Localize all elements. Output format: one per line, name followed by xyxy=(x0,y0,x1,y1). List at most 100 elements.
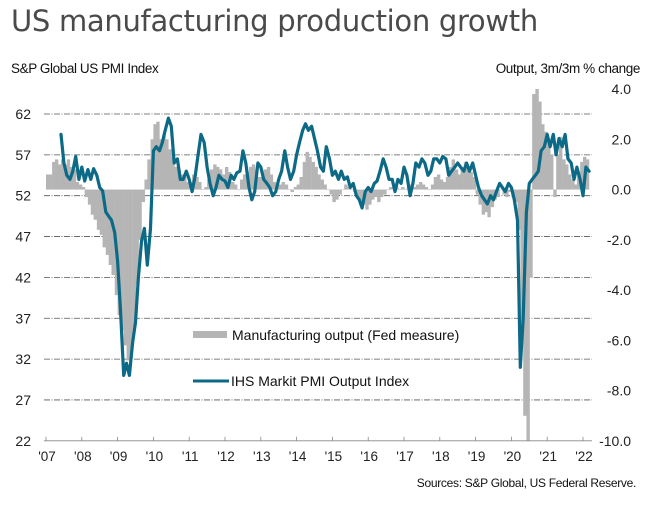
output-bar xyxy=(562,159,566,190)
output-bar xyxy=(123,189,128,346)
output-bar xyxy=(278,184,283,190)
output-bar xyxy=(430,184,435,190)
axes: 22 27 32 37 42 47 52 57 62 4.0 2.0 0.0 -2.0 -4.0 -6.0 -… xyxy=(15,81,631,464)
output-bar xyxy=(475,189,479,195)
output-bar xyxy=(84,189,89,198)
output-bar xyxy=(153,124,157,190)
output-bar xyxy=(156,121,160,190)
output-bar xyxy=(204,187,208,190)
output-bar xyxy=(165,139,169,190)
output-bar xyxy=(550,154,554,190)
right-axis-caption: Output, 3m/3m % change xyxy=(495,61,641,76)
output-bar xyxy=(529,189,533,278)
x-axis-tick-label: '07 xyxy=(38,449,56,464)
output-bar xyxy=(580,161,584,190)
output-bar xyxy=(186,182,190,190)
output-bar xyxy=(61,159,65,190)
output-bar xyxy=(466,166,471,190)
output-bar xyxy=(120,189,124,331)
output-bar xyxy=(427,189,432,191)
output-bar xyxy=(442,182,447,190)
output-bar xyxy=(544,131,548,190)
right-axis-tick-label: 0.0 xyxy=(612,182,632,198)
output-bar xyxy=(138,189,142,240)
output-bar xyxy=(496,189,500,198)
chart-title: US manufacturing production growth xyxy=(11,4,538,38)
x-axis-tick-label: '19 xyxy=(468,449,486,464)
x-axis-tick-label: '10 xyxy=(146,449,164,464)
output-bar xyxy=(341,189,345,191)
right-axis-tick-label: -8.0 xyxy=(607,383,631,399)
left-axis-tick-label: 47 xyxy=(15,229,31,245)
output-bar xyxy=(144,179,148,190)
output-bar xyxy=(565,164,569,190)
output-bar xyxy=(356,189,360,198)
x-axis-tick-label: '16 xyxy=(360,449,378,464)
output-bar xyxy=(419,182,423,190)
output-bar xyxy=(451,159,455,190)
output-bar xyxy=(63,164,68,190)
output-bar xyxy=(171,156,175,190)
output-bar xyxy=(299,176,303,190)
output-bar xyxy=(225,166,229,190)
output-bar xyxy=(105,189,110,255)
output-bar xyxy=(99,189,104,235)
output-bar xyxy=(132,189,137,331)
x-axis-tick-label: '20 xyxy=(504,449,522,464)
output-bar xyxy=(266,166,271,190)
output-bar xyxy=(329,189,333,195)
output-bar xyxy=(141,189,145,203)
output-bar xyxy=(445,176,450,190)
output-bar xyxy=(567,174,572,190)
output-bar xyxy=(135,189,139,286)
output-bar xyxy=(508,189,512,193)
output-bar xyxy=(386,189,390,191)
output-bar xyxy=(48,174,53,190)
left-axis-tick-label: 32 xyxy=(15,351,31,367)
output-bar xyxy=(57,164,62,190)
output-bar xyxy=(129,189,133,356)
right-axis-tick-label: -2.0 xyxy=(607,232,631,248)
output-bar xyxy=(231,182,235,190)
output-bar xyxy=(526,189,530,441)
output-bar xyxy=(371,189,375,200)
output-bar xyxy=(401,187,405,190)
output-bar xyxy=(556,154,560,190)
output-bar xyxy=(338,189,342,195)
x-axis-tick-label: '17 xyxy=(396,449,414,464)
output-bar xyxy=(499,189,503,191)
legend-label-line: IHS Markit PMI Output Index xyxy=(231,373,409,389)
x-axis-tick-label: '11 xyxy=(182,449,199,464)
output-bar xyxy=(284,184,289,190)
right-axis-tick-label: 2.0 xyxy=(612,131,632,147)
output-bar xyxy=(117,189,121,316)
x-axis-tick-label: '08 xyxy=(74,449,92,464)
output-bar xyxy=(296,184,300,190)
x-axis-tick-label: '15 xyxy=(325,449,343,464)
output-bar xyxy=(209,169,214,190)
legend-label-bars: Manufacturing output (Fed measure) xyxy=(232,327,459,343)
output-bar xyxy=(126,189,130,361)
output-bar xyxy=(75,182,80,190)
output-bar xyxy=(421,184,426,190)
output-bar xyxy=(478,189,482,205)
x-axis-tick-label: '21 xyxy=(539,449,557,464)
output-bar xyxy=(108,189,113,265)
output-bar xyxy=(242,174,247,190)
output-bar xyxy=(380,189,384,198)
output-bar xyxy=(93,189,97,220)
x-axis-tick-label: '09 xyxy=(110,449,128,464)
output-bar xyxy=(305,151,309,190)
output-bar xyxy=(308,156,312,190)
output-bar xyxy=(240,179,244,190)
output-bar xyxy=(269,174,274,190)
output-bar xyxy=(374,189,378,198)
output-bar xyxy=(236,189,241,191)
output-bar xyxy=(162,134,166,190)
output-bar xyxy=(469,171,473,190)
output-bar xyxy=(272,182,276,190)
left-axis-tick-label: 22 xyxy=(15,433,31,449)
output-bar xyxy=(147,159,151,190)
legend-swatch-bars xyxy=(193,331,227,338)
output-bar xyxy=(87,189,92,205)
